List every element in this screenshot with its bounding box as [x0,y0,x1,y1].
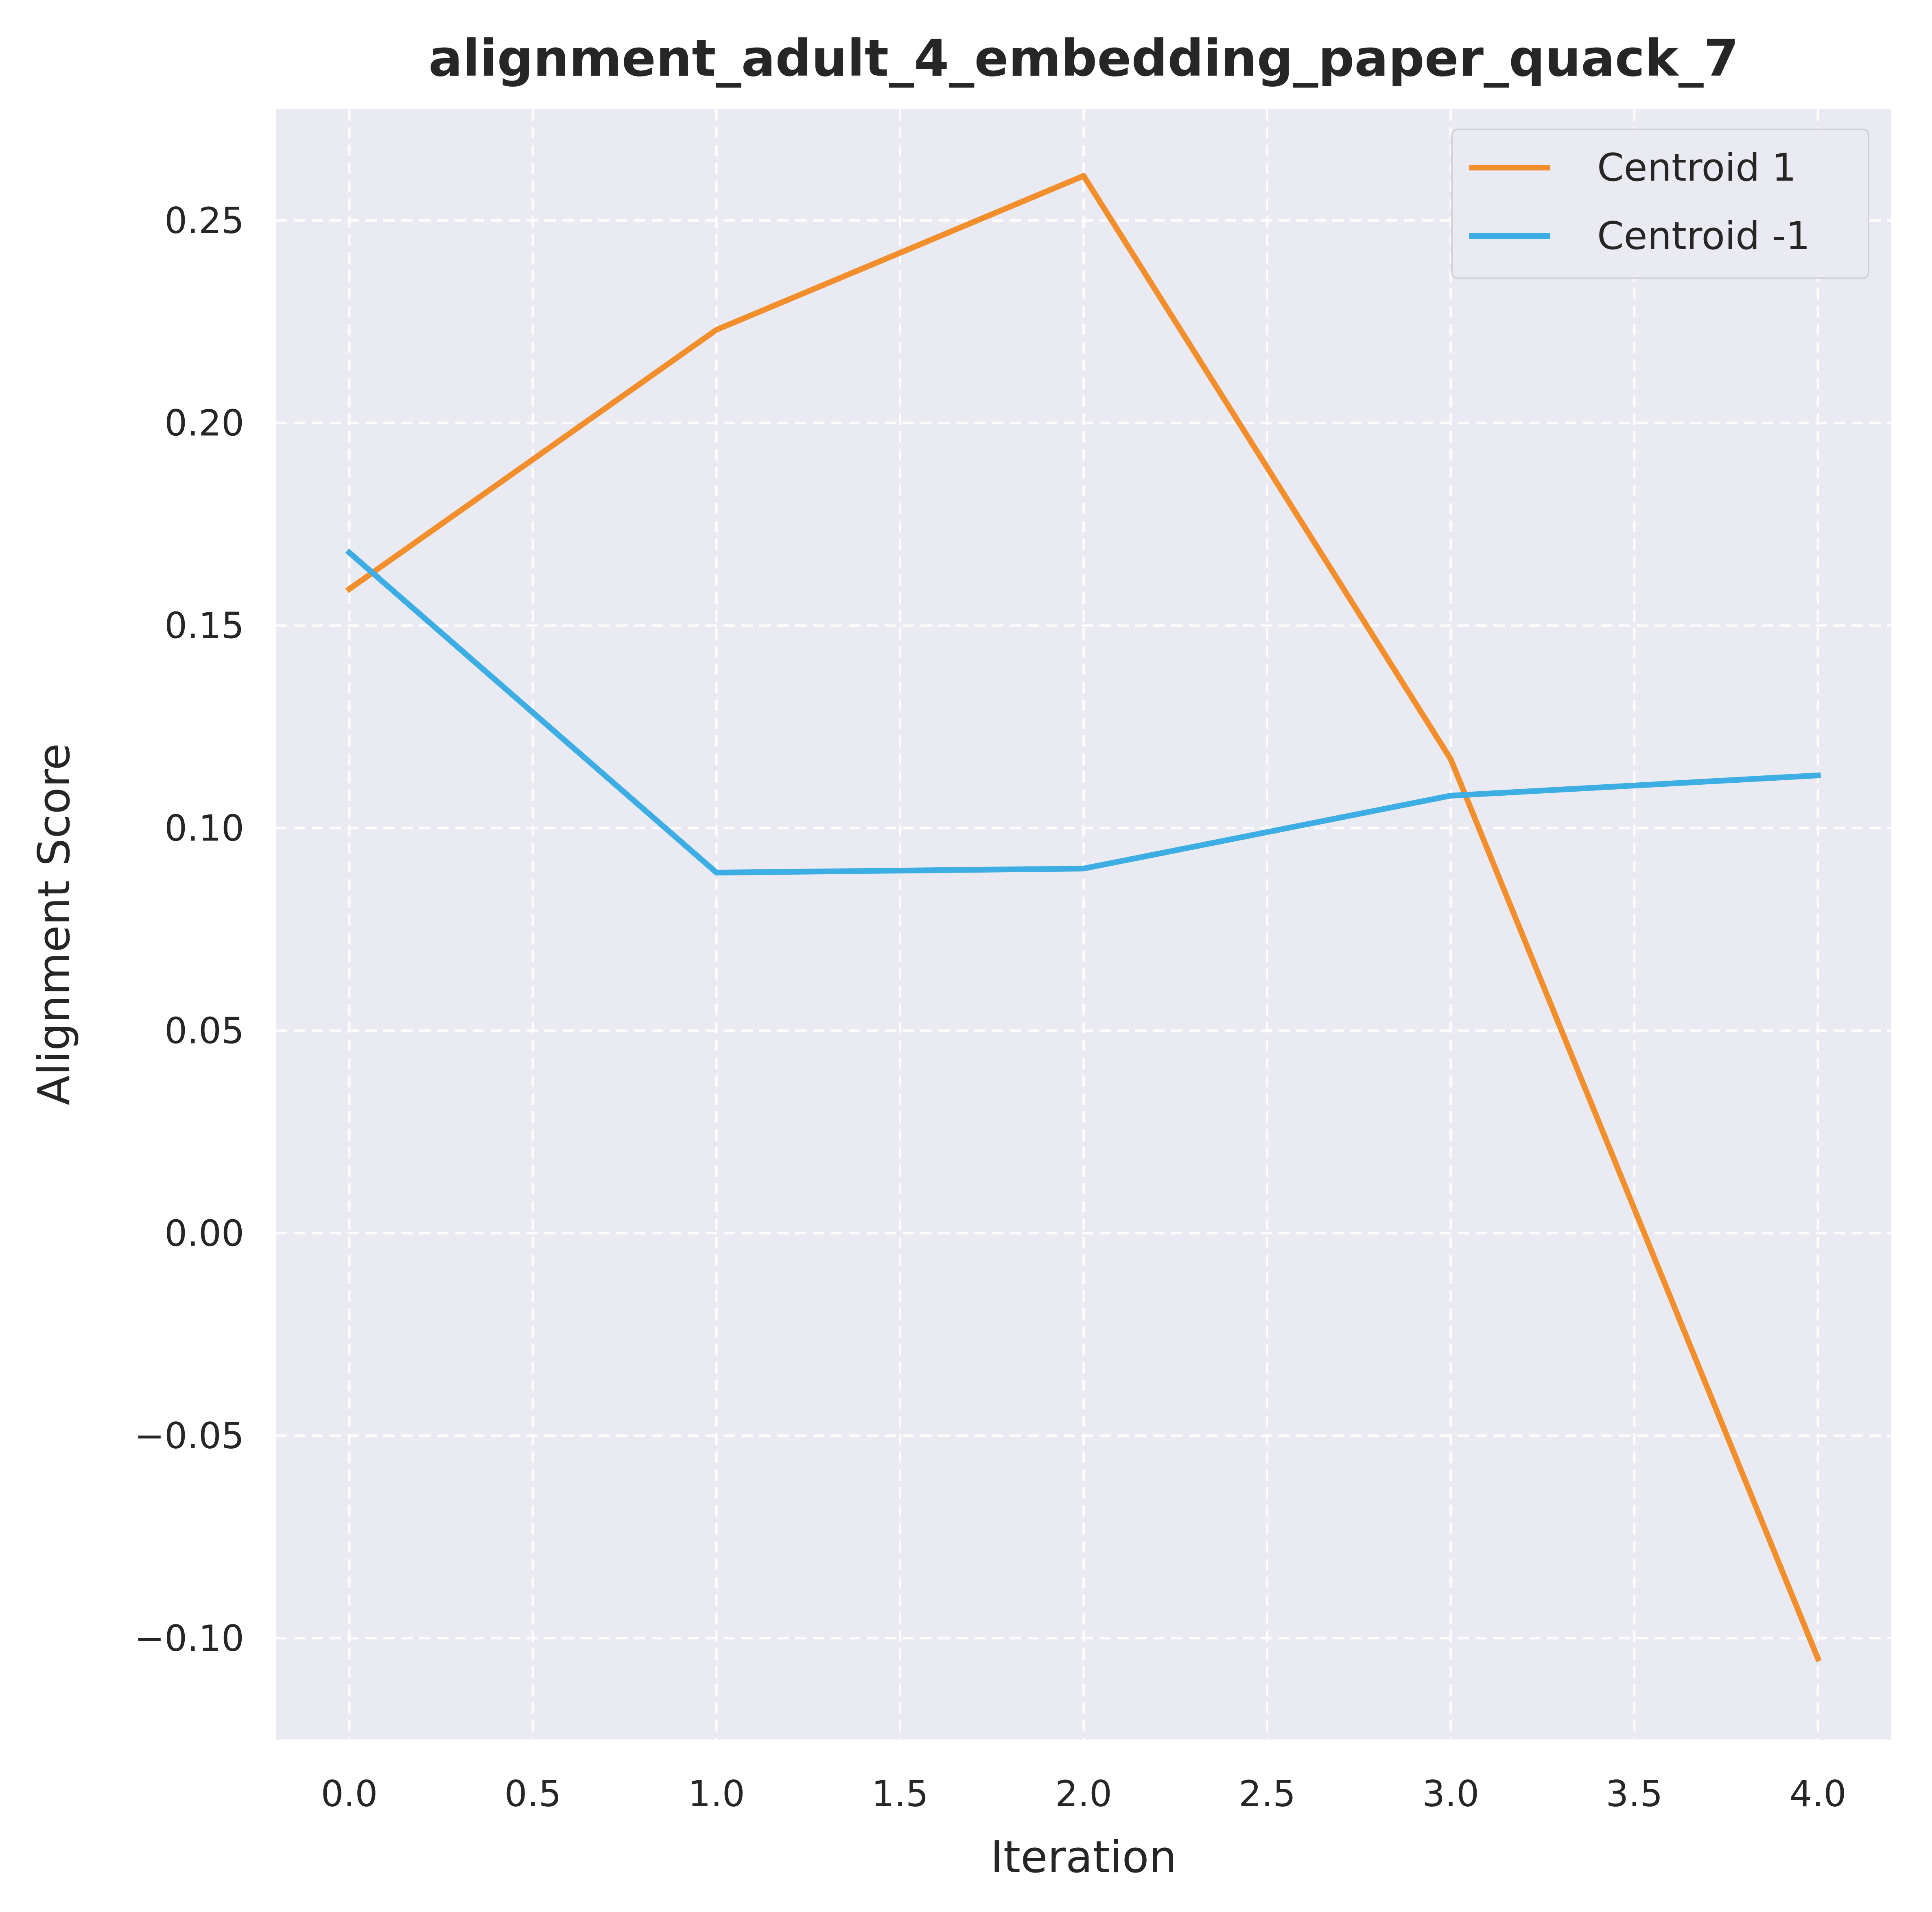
legend-label-centroid-minus-1: Centroid -1 [1597,214,1810,258]
x-tick-label: 4.0 [1790,1773,1847,1815]
chart-title: alignment_adult_4_embedding_paper_quack_… [428,29,1739,88]
x-tick-label: 0.5 [505,1773,562,1815]
y-tick-label: −0.10 [134,1617,244,1659]
y-axis-ticks: −0.10 −0.05 0.00 0.05 0.10 0.15 0.20 0.25 [134,200,244,1659]
x-tick-label: 1.5 [872,1773,929,1815]
y-tick-label: 0.00 [164,1212,244,1254]
series-line-centroid-1 [345,548,1821,876]
series-line-centroid-1 [345,173,1822,1662]
x-tick-label: 3.5 [1606,1773,1663,1815]
y-tick-label: 0.10 [164,808,244,849]
x-tick-label: 1.0 [688,1773,745,1815]
x-tick-label: 2.5 [1239,1773,1296,1815]
y-tick-label: 0.25 [164,200,244,242]
y-tick-label: 0.05 [164,1010,244,1052]
grid [276,109,1891,1740]
x-axis-label: Iteration [990,1832,1177,1883]
legend: Centroid 1 Centroid -1 [1451,129,1869,279]
x-axis-ticks: 0.0 0.5 1.0 1.5 2.0 2.5 3.0 3.5 4.0 [321,1773,1846,1815]
x-tick-label: 3.0 [1422,1773,1479,1815]
y-tick-label: 0.15 [164,605,244,647]
x-tick-label: 0.0 [321,1773,378,1815]
y-tick-label: 0.20 [164,402,244,444]
legend-label-centroid-1: Centroid 1 [1597,146,1796,190]
y-tick-label: −0.05 [134,1415,244,1457]
series-lines [345,173,1822,1662]
x-tick-label: 2.0 [1055,1773,1112,1815]
y-axis-label: Alignment Score [29,743,80,1105]
legend-box [1451,129,1869,279]
